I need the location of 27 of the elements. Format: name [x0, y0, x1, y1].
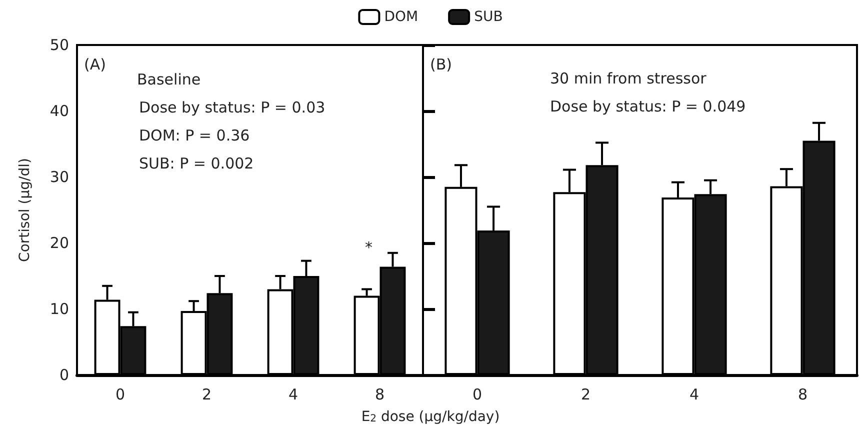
- y-tick-label: 10: [50, 300, 69, 318]
- y-tick-label: 0: [59, 366, 69, 384]
- annotation: *: [365, 238, 373, 256]
- x-tick-label: 4: [288, 386, 298, 404]
- x-tick-label: 8: [798, 386, 808, 404]
- annotation: (A): [84, 56, 106, 74]
- y-tick-label: 30: [50, 168, 69, 186]
- legend-label: DOM: [384, 9, 418, 25]
- x-tick-label: 8: [374, 386, 385, 404]
- legend-label: SUB: [474, 9, 503, 25]
- y-tick-label: 40: [50, 102, 69, 120]
- x-tick-label: 0: [115, 386, 126, 404]
- annotation: Dose by status: P = 0.03: [139, 98, 326, 116]
- x-tick-label: 2: [202, 386, 212, 404]
- y-tick-label: 20: [50, 234, 69, 252]
- annotation: 30 min from stressor: [550, 70, 708, 88]
- y-axis-title: Cortisol (μg/dl): [17, 158, 33, 262]
- x-tick-label: 4: [689, 386, 700, 404]
- annotation: (B): [430, 56, 452, 74]
- annotation: Dose by status: P = 0.049: [550, 98, 746, 116]
- x-axis-title: E2 dose (μg/kg/day): [361, 409, 500, 425]
- annotation: SUB: P = 0.002: [139, 154, 254, 172]
- y-tick-label: 50: [50, 36, 69, 54]
- x-tick-label: 2: [580, 386, 591, 404]
- annotation: Baseline: [137, 70, 201, 88]
- x-tick-label: 0: [472, 386, 482, 404]
- annotation: DOM: P = 0.36: [139, 126, 250, 144]
